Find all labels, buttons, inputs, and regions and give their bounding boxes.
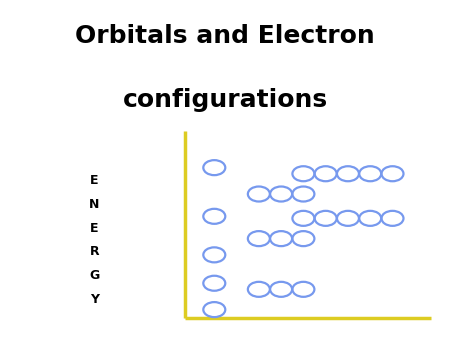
Text: 4p: 4p xyxy=(232,190,243,198)
Text: Y: Y xyxy=(90,293,99,306)
Text: configurations: configurations xyxy=(122,88,328,112)
Text: N: N xyxy=(89,198,100,211)
Text: E: E xyxy=(90,174,99,187)
Text: 3d: 3d xyxy=(276,214,288,223)
Text: 1s: 1s xyxy=(188,305,199,314)
Text: 3s: 3s xyxy=(188,250,199,259)
Text: 2s: 2s xyxy=(188,279,199,288)
Text: 4s: 4s xyxy=(188,212,199,221)
Text: 4d: 4d xyxy=(276,169,288,178)
Text: Orbitals and Electron: Orbitals and Electron xyxy=(75,24,375,48)
Text: 5s: 5s xyxy=(188,163,199,172)
Text: G: G xyxy=(90,269,99,282)
Text: R: R xyxy=(90,245,99,258)
Text: 3p: 3p xyxy=(232,234,243,243)
Text: 2p: 2p xyxy=(232,285,243,294)
Text: E: E xyxy=(90,222,99,235)
